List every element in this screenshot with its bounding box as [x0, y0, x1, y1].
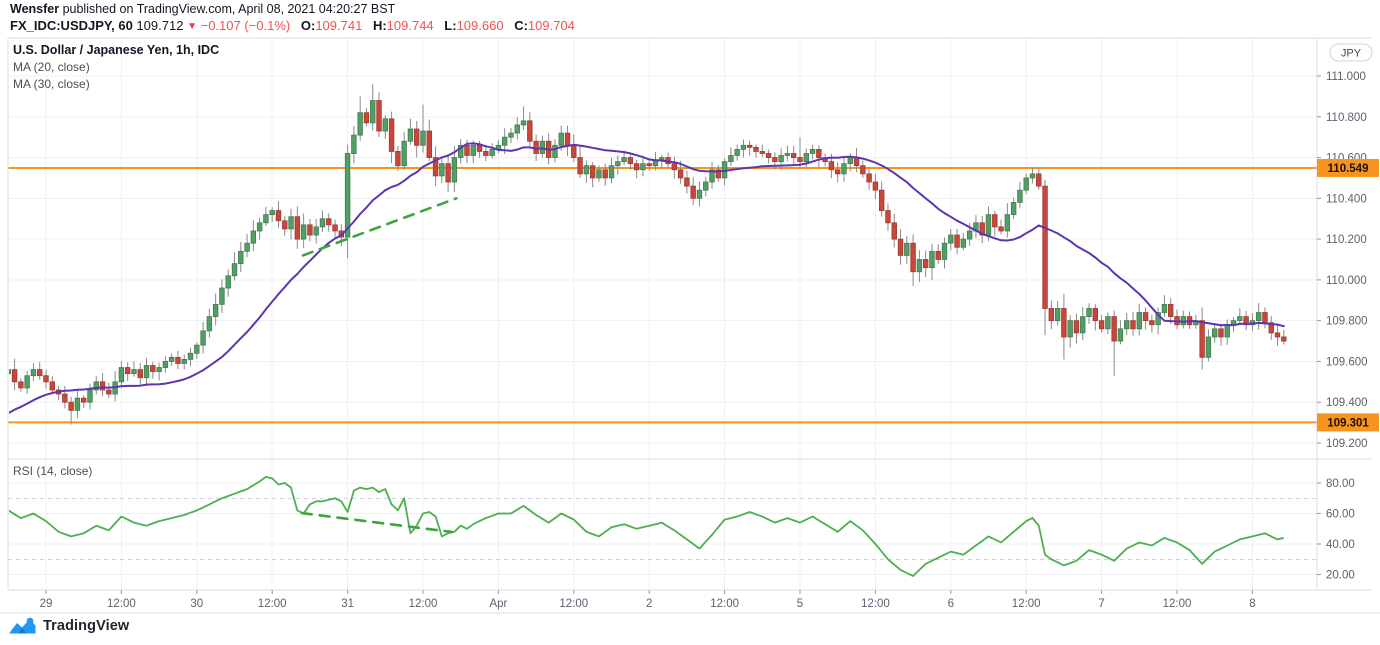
svg-text:6: 6 — [948, 598, 954, 610]
close-label: C: — [514, 18, 528, 33]
svg-text:12:00: 12:00 — [258, 598, 287, 610]
svg-text:8: 8 — [1249, 598, 1255, 610]
svg-text:12:00: 12:00 — [409, 598, 438, 610]
svg-text:109.400: 109.400 — [1326, 397, 1368, 409]
publish-header: Wensfer published on TradingView.com, Ap… — [10, 2, 395, 16]
symbol-bar: FX_IDC:USDJPY, 60 109.712 ▼ −0.107 (−0.1… — [10, 18, 575, 33]
svg-text:109.600: 109.600 — [1326, 356, 1368, 368]
low-value: 109.660 — [456, 18, 504, 33]
pane-borders — [0, 37, 1380, 614]
svg-text:31: 31 — [341, 598, 354, 610]
svg-text:110.800: 110.800 — [1326, 112, 1367, 124]
svg-text:12:00: 12:00 — [1012, 598, 1041, 610]
candlestick-series — [9, 84, 1287, 425]
symbol-name: FX_IDC:USDJPY, 60 — [10, 18, 133, 33]
svg-text:12:00: 12:00 — [559, 598, 588, 610]
svg-text:109.800: 109.800 — [1326, 316, 1368, 328]
ma20-line — [9, 142, 1285, 414]
svg-text:110.400: 110.400 — [1326, 193, 1367, 205]
close-value: 109.704 — [527, 18, 575, 33]
svg-text:30: 30 — [190, 598, 203, 610]
svg-text:JPY: JPY — [1341, 48, 1362, 60]
horizontal-level-lines — [8, 166, 1317, 424]
time-axis: 29 12:00 30 12:00 31 12:00 Apr 12:00 2 12:00 5 12:0… — [40, 590, 1256, 610]
rsi-series — [9, 476, 1285, 577]
svg-text:2: 2 — [646, 598, 652, 610]
svg-text:Apr: Apr — [489, 598, 507, 610]
svg-text:20.00: 20.00 — [1326, 570, 1355, 582]
svg-text:110.200: 110.200 — [1326, 234, 1367, 246]
svg-text:7: 7 — [1098, 598, 1104, 610]
svg-text:12:00: 12:00 — [1163, 598, 1192, 610]
svg-text:80.00: 80.00 — [1326, 478, 1355, 490]
svg-text:5: 5 — [797, 598, 803, 610]
svg-text:12:00: 12:00 — [107, 598, 136, 610]
tradingview-logo-icon — [9, 617, 36, 634]
last-price: 109.712 — [136, 18, 184, 33]
svg-text:110.549: 110.549 — [1328, 163, 1369, 175]
moving-averages — [9, 142, 1285, 414]
currency-badge — [1329, 43, 1373, 62]
tradingview-logo[interactable]: TradingView — [9, 617, 129, 634]
published-text: published on TradingView.com, April 08, … — [59, 2, 396, 16]
low-label: L: — [444, 18, 457, 33]
divergence-trendlines — [300, 197, 458, 534]
open-label: O: — [300, 18, 316, 33]
open-value: 109.741 — [315, 18, 363, 33]
svg-text:111.000: 111.000 — [1326, 71, 1366, 83]
high-value: 109.744 — [386, 18, 434, 33]
svg-text:12:00: 12:00 — [710, 598, 739, 610]
svg-text:29: 29 — [40, 598, 53, 610]
svg-text:109.301: 109.301 — [1327, 417, 1369, 429]
price-axis: JPY111.000110.800110.600110.400110.20011… — [1317, 43, 1379, 582]
price-down-arrow-icon: ▼ — [187, 21, 197, 32]
tradingview-logo-text: TradingView — [43, 617, 130, 634]
svg-text:40.00: 40.00 — [1326, 539, 1355, 551]
svg-text:109.200: 109.200 — [1326, 438, 1368, 450]
svg-text:60.00: 60.00 — [1326, 509, 1355, 521]
price-change: −0.107 (−0.1%) — [200, 18, 291, 33]
high-label: H: — [372, 18, 387, 33]
author-name: Wensfer — [10, 2, 60, 16]
svg-text:110.000: 110.000 — [1326, 275, 1367, 287]
svg-text:12:00: 12:00 — [861, 598, 890, 610]
